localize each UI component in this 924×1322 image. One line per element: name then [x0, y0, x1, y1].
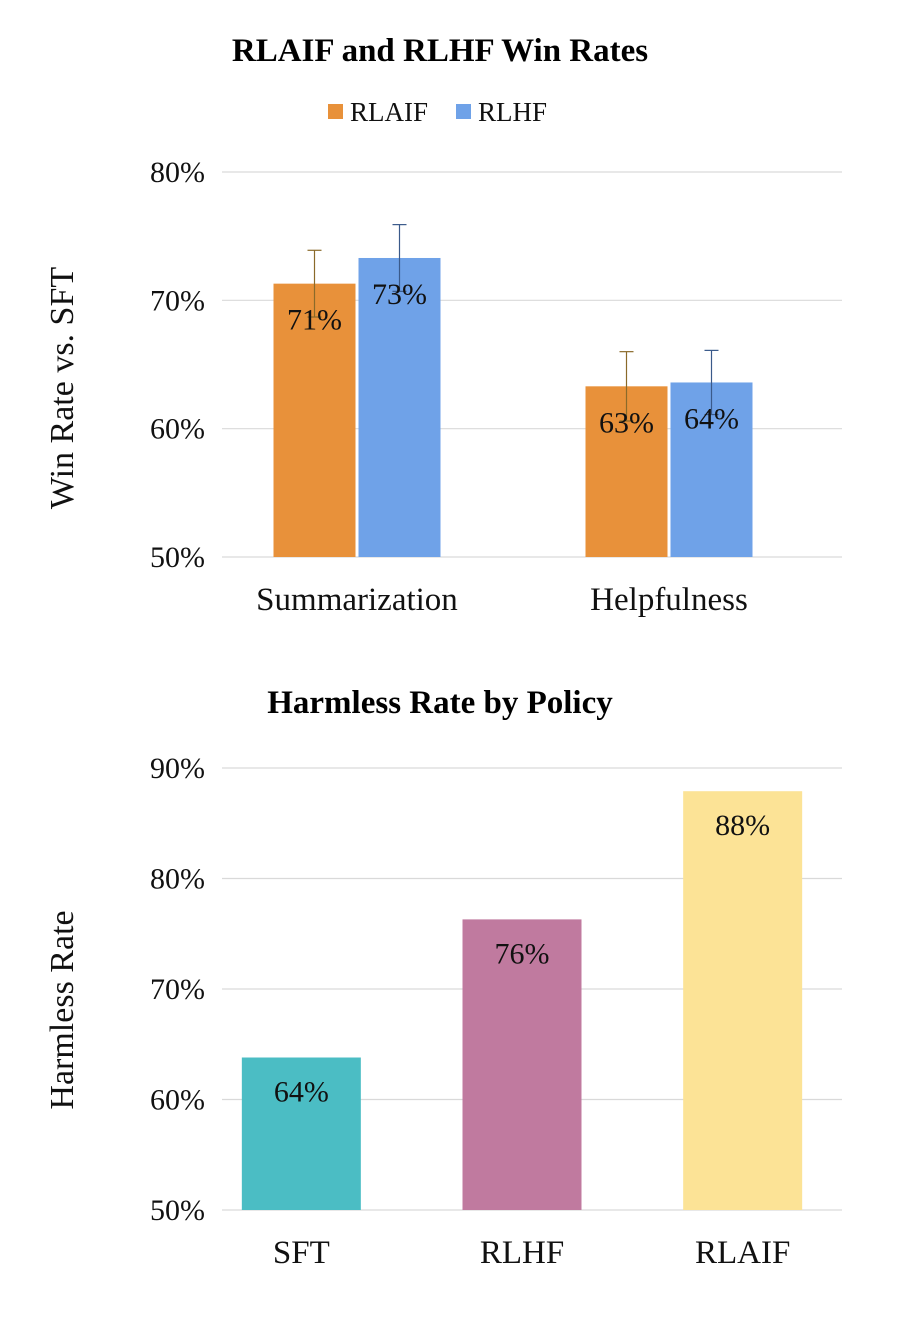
- y-tick-label: 80%: [150, 156, 205, 189]
- bar-rlhf-summarization: [358, 257, 441, 557]
- y-tick-label: 80%: [150, 863, 205, 896]
- y-tick-label: 70%: [150, 973, 205, 1006]
- x-category-label: SFT: [273, 1235, 330, 1271]
- y-tick-label: 70%: [150, 284, 205, 317]
- y-tick-label: 50%: [150, 541, 205, 574]
- y-tick-label: 90%: [150, 752, 205, 785]
- win-rates-chart: RLAIF and RLHF Win Rates RLAIF RLHF 50% 60% 7…: [44, 33, 842, 618]
- legend-swatch-rlaif: [328, 104, 343, 119]
- bar-sft: [241, 1057, 361, 1210]
- x-category-label: RLAIF: [695, 1235, 790, 1271]
- data-label: 76%: [495, 937, 550, 970]
- chart-title: Harmless Rate by Policy: [267, 685, 613, 721]
- data-label: 64%: [684, 402, 739, 435]
- data-label: 71%: [287, 304, 342, 337]
- chart-title: RLAIF and RLHF Win Rates: [232, 33, 648, 69]
- legend-label-rlhf: RLHF: [478, 97, 547, 127]
- data-label: 88%: [715, 809, 770, 842]
- bar-rlhf: [462, 919, 582, 1210]
- x-category-label: Summarization: [256, 582, 458, 618]
- bar-rlaif: [683, 791, 803, 1210]
- data-label: 73%: [372, 278, 427, 311]
- x-category-label: RLHF: [480, 1235, 564, 1271]
- y-tick-label: 60%: [150, 1084, 205, 1117]
- y-tick-label: 50%: [150, 1194, 205, 1227]
- legend-swatch-rlhf: [456, 104, 471, 119]
- data-label: 64%: [274, 1076, 329, 1109]
- data-label: 63%: [599, 406, 654, 439]
- x-category-label: Helpfulness: [590, 582, 748, 618]
- harmless-rate-chart: Harmless Rate by Policy 50% 60% 70% 80% 90% Ha…: [44, 685, 842, 1271]
- legend-label-rlaif: RLAIF: [350, 97, 428, 127]
- y-axis-label: Win Rate vs. SFT: [44, 267, 81, 510]
- bar-rlaif-summarization: [273, 283, 356, 557]
- y-axis-label: Harmless Rate: [44, 910, 81, 1109]
- y-tick-label: 60%: [150, 413, 205, 446]
